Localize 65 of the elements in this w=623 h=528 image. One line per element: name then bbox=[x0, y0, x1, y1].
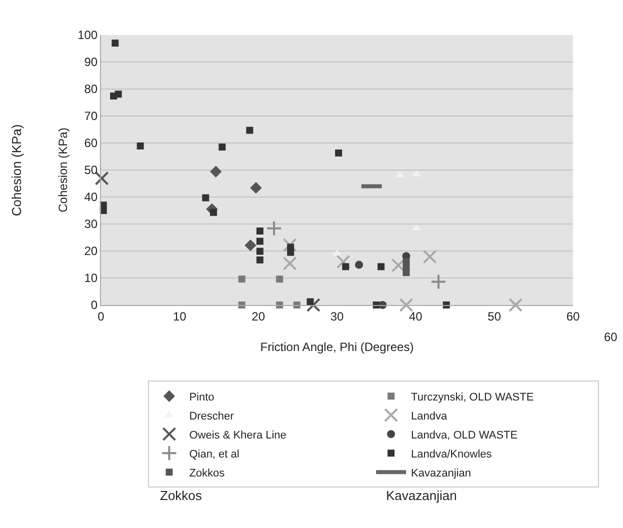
point bbox=[202, 194, 210, 202]
y-tick-label: 90 bbox=[84, 55, 98, 70]
point bbox=[336, 254, 350, 269]
y-tick-label: 80 bbox=[84, 82, 98, 96]
point bbox=[402, 258, 410, 266]
point bbox=[112, 40, 119, 47]
point bbox=[256, 228, 264, 235]
point bbox=[136, 142, 144, 150]
legend-label: Pinto bbox=[189, 391, 214, 404]
point bbox=[306, 298, 314, 306]
x-tick-label: 50 bbox=[488, 309, 502, 324]
legend-label: Landva/Knowles bbox=[411, 448, 492, 460]
point bbox=[218, 144, 226, 151]
legend-label: Landva, OLD WASTE bbox=[411, 429, 518, 442]
legend-label: Zokkos bbox=[189, 467, 226, 480]
point bbox=[238, 276, 246, 283]
point bbox=[430, 274, 446, 290]
x-tick-label: 10 bbox=[172, 309, 187, 324]
text: Cohesion (KPa) bbox=[9, 124, 24, 216]
point bbox=[508, 298, 523, 312]
point bbox=[282, 256, 297, 270]
point bbox=[114, 90, 122, 98]
legend-label: Kavazanjian bbox=[411, 467, 471, 480]
y-tick-label: 10 bbox=[84, 271, 98, 286]
text: Kavazanjian bbox=[386, 488, 457, 503]
point bbox=[266, 220, 282, 236]
x-tick-label: 40 bbox=[408, 309, 423, 324]
legend-label: Qian, et al bbox=[189, 448, 240, 460]
point bbox=[378, 263, 385, 270]
point bbox=[276, 276, 284, 283]
point bbox=[256, 238, 264, 245]
y-tick-label: 20 bbox=[84, 244, 98, 258]
y-tick-label: 30 bbox=[84, 217, 98, 232]
legend-label: Turczynski, OLD WASTE bbox=[411, 391, 534, 404]
x-tick-label: 20 bbox=[252, 309, 266, 324]
point bbox=[256, 248, 264, 255]
point bbox=[355, 260, 364, 269]
legend-label: Oweis & Khera Line bbox=[189, 429, 286, 442]
y-tick-label: 100 bbox=[78, 28, 98, 42]
x-tick-label: 60 bbox=[566, 309, 580, 324]
point bbox=[210, 208, 217, 216]
x-tick-label: 30 bbox=[330, 309, 344, 324]
x-axis-title: Friction Angle, Phi (Degrees) bbox=[260, 340, 414, 354]
point bbox=[422, 250, 437, 264]
point bbox=[287, 248, 294, 256]
point bbox=[342, 263, 350, 270]
point bbox=[256, 256, 264, 264]
y-tick-label: 60 bbox=[84, 136, 98, 150]
y-tick-label: 0 bbox=[90, 298, 98, 312]
point bbox=[306, 298, 320, 312]
legend-label: Landva bbox=[411, 410, 448, 422]
y-tick-label: 40 bbox=[84, 190, 98, 204]
y-axis-title: Cohesion (KPa) bbox=[56, 128, 70, 212]
y-tick-label: 70 bbox=[84, 109, 98, 124]
text: 60 bbox=[604, 330, 618, 344]
point bbox=[399, 298, 414, 312]
point bbox=[282, 238, 297, 252]
y-tick-label: 50 bbox=[84, 163, 98, 178]
point bbox=[246, 126, 254, 134]
text: Zokkos bbox=[160, 488, 202, 503]
legend-label: Drescher bbox=[189, 410, 234, 422]
point bbox=[250, 182, 262, 194]
point bbox=[335, 149, 342, 156]
point bbox=[244, 239, 256, 252]
point bbox=[210, 166, 222, 178]
